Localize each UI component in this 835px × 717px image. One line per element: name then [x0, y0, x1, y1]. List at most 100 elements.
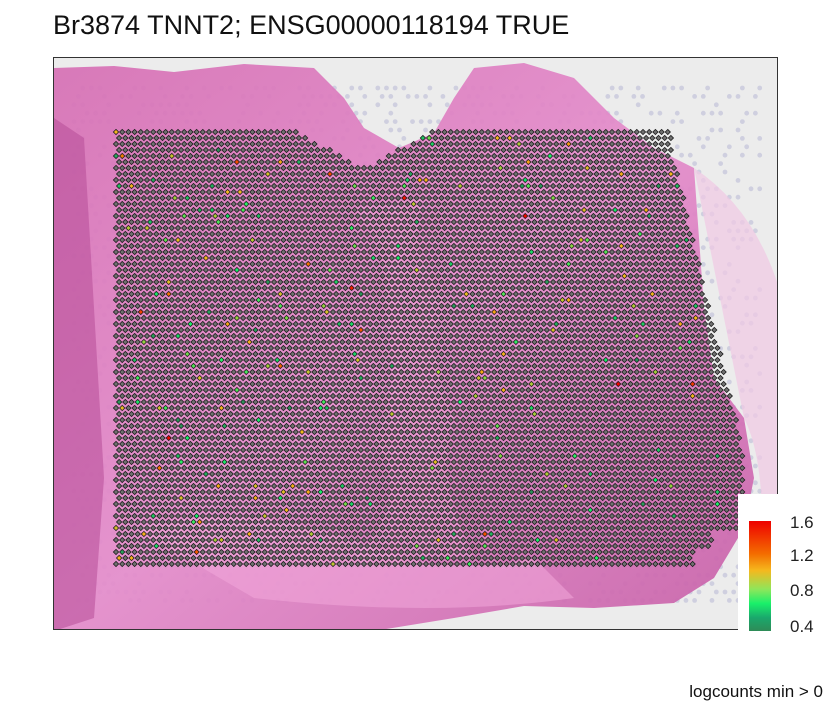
- spot-marker: [460, 188, 467, 196]
- spot-marker: [146, 134, 154, 142]
- spot-marker: [618, 158, 625, 166]
- spot-marker: [655, 134, 662, 142]
- spot-marker: [518, 146, 526, 154]
- spot-marker: [562, 206, 569, 214]
- spot-marker: [413, 182, 420, 190]
- spot-marker: [503, 164, 510, 172]
- spot-marker: [404, 188, 411, 196]
- spot-marker: [599, 158, 606, 166]
- spot-marker: [382, 170, 389, 178]
- spot-marker: [655, 146, 662, 154]
- spot-marker: [646, 152, 653, 160]
- spot-marker: [497, 200, 504, 208]
- spot-marker: [661, 206, 668, 214]
- spot-marker: [472, 188, 479, 196]
- spot-marker: [146, 170, 154, 178]
- spot-marker: [522, 188, 529, 196]
- spot-marker: [202, 206, 210, 214]
- spot-marker: [137, 176, 144, 184]
- background-spot: [423, 127, 428, 133]
- spot-marker: [596, 200, 603, 208]
- spot-marker: [407, 158, 414, 166]
- spot-marker: [193, 128, 200, 136]
- spot-marker: [491, 164, 498, 172]
- spot-marker: [559, 188, 566, 196]
- background-spot: [436, 119, 441, 124]
- spot-marker: [472, 212, 479, 220]
- spot-marker: [193, 140, 200, 148]
- spot-marker: [143, 140, 151, 148]
- spot-marker: [512, 134, 520, 142]
- spot-marker: [388, 194, 396, 202]
- spot-marker: [627, 152, 634, 160]
- spot-marker: [627, 212, 634, 220]
- spot-marker: [450, 206, 458, 214]
- spot-marker: [463, 170, 470, 178]
- spot-marker: [230, 212, 237, 220]
- spot-marker: [587, 134, 594, 142]
- spot-marker: [621, 188, 628, 196]
- spot-marker: [202, 158, 210, 166]
- spot-marker: [156, 128, 163, 136]
- spot-marker: [162, 176, 169, 184]
- spot-marker: [642, 158, 650, 166]
- background-spot: [748, 438, 754, 444]
- spot-marker: [596, 188, 603, 196]
- spot-marker: [134, 170, 141, 178]
- spot-marker: [568, 170, 575, 178]
- spot-marker: [509, 188, 516, 196]
- spot-marker: [655, 182, 662, 190]
- spot-marker: [562, 146, 569, 154]
- spot-marker: [608, 176, 616, 184]
- spot-marker: [565, 140, 572, 148]
- spot-marker: [571, 152, 578, 160]
- spot-marker: [667, 206, 675, 214]
- spot-marker: [596, 128, 603, 136]
- spot-marker: [667, 170, 675, 178]
- spot-marker: [351, 182, 358, 190]
- spot-marker: [487, 206, 495, 214]
- spot-marker: [258, 158, 265, 166]
- spot-marker: [264, 182, 272, 190]
- spot-marker: [528, 188, 535, 196]
- spot-marker: [422, 212, 430, 220]
- background-spot: [713, 589, 719, 595]
- spot-marker: [159, 134, 166, 142]
- spot-marker: [466, 128, 473, 136]
- spot-marker: [565, 164, 572, 172]
- spot-marker: [221, 182, 228, 190]
- spot-marker: [639, 176, 647, 184]
- spot-marker: [664, 188, 671, 196]
- spot-marker: [252, 158, 259, 166]
- spot-marker: [249, 188, 256, 196]
- spot-marker: [249, 212, 256, 220]
- background-spot: [744, 144, 750, 150]
- spot-marker: [497, 128, 504, 136]
- spot-marker: [181, 128, 188, 136]
- spot-marker: [652, 200, 659, 208]
- spot-marker: [667, 158, 675, 166]
- spot-marker: [329, 152, 337, 160]
- spot-marker: [156, 212, 163, 220]
- spot-marker: [484, 128, 492, 136]
- spot-marker: [469, 134, 476, 142]
- spot-marker: [670, 188, 678, 196]
- spot-marker: [134, 182, 141, 190]
- spot-marker: [587, 146, 594, 154]
- spot-marker: [618, 134, 625, 142]
- spot-marker: [401, 206, 408, 214]
- spot-marker: [326, 194, 334, 202]
- spot-marker: [422, 152, 430, 160]
- background-spot: [362, 110, 368, 116]
- spot-marker: [205, 176, 213, 184]
- spot-marker: [131, 176, 138, 184]
- spot-marker: [596, 164, 603, 172]
- background-spot: [700, 262, 706, 267]
- spot-marker: [125, 176, 132, 184]
- spot-marker: [515, 152, 523, 160]
- spot-marker: [580, 170, 588, 178]
- spot-marker: [314, 182, 321, 190]
- spot-marker: [463, 146, 470, 154]
- spot-marker: [224, 176, 231, 184]
- background-spot: [705, 270, 711, 276]
